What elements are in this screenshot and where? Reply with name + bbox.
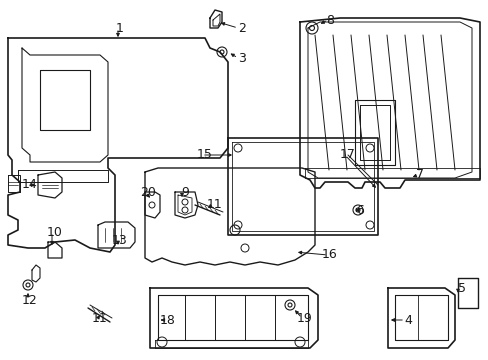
Text: 1: 1: [116, 22, 123, 35]
Text: 17: 17: [339, 148, 355, 162]
Text: 7: 7: [415, 168, 423, 181]
Text: 14: 14: [22, 179, 38, 192]
Text: 10: 10: [47, 225, 63, 238]
Text: 13: 13: [112, 234, 128, 247]
Text: 15: 15: [197, 148, 212, 162]
Text: 18: 18: [160, 314, 176, 327]
Text: 5: 5: [457, 282, 465, 294]
Text: 16: 16: [322, 248, 337, 261]
Text: 11: 11: [207, 198, 223, 211]
Text: 8: 8: [325, 13, 333, 27]
Text: 20: 20: [140, 185, 156, 198]
Text: 12: 12: [22, 293, 38, 306]
Text: 19: 19: [297, 311, 312, 324]
Text: 4: 4: [403, 314, 411, 327]
Text: 3: 3: [238, 51, 245, 64]
Text: 2: 2: [238, 22, 245, 35]
Text: 9: 9: [181, 185, 188, 198]
Text: 11: 11: [92, 311, 108, 324]
Text: 6: 6: [355, 203, 363, 216]
